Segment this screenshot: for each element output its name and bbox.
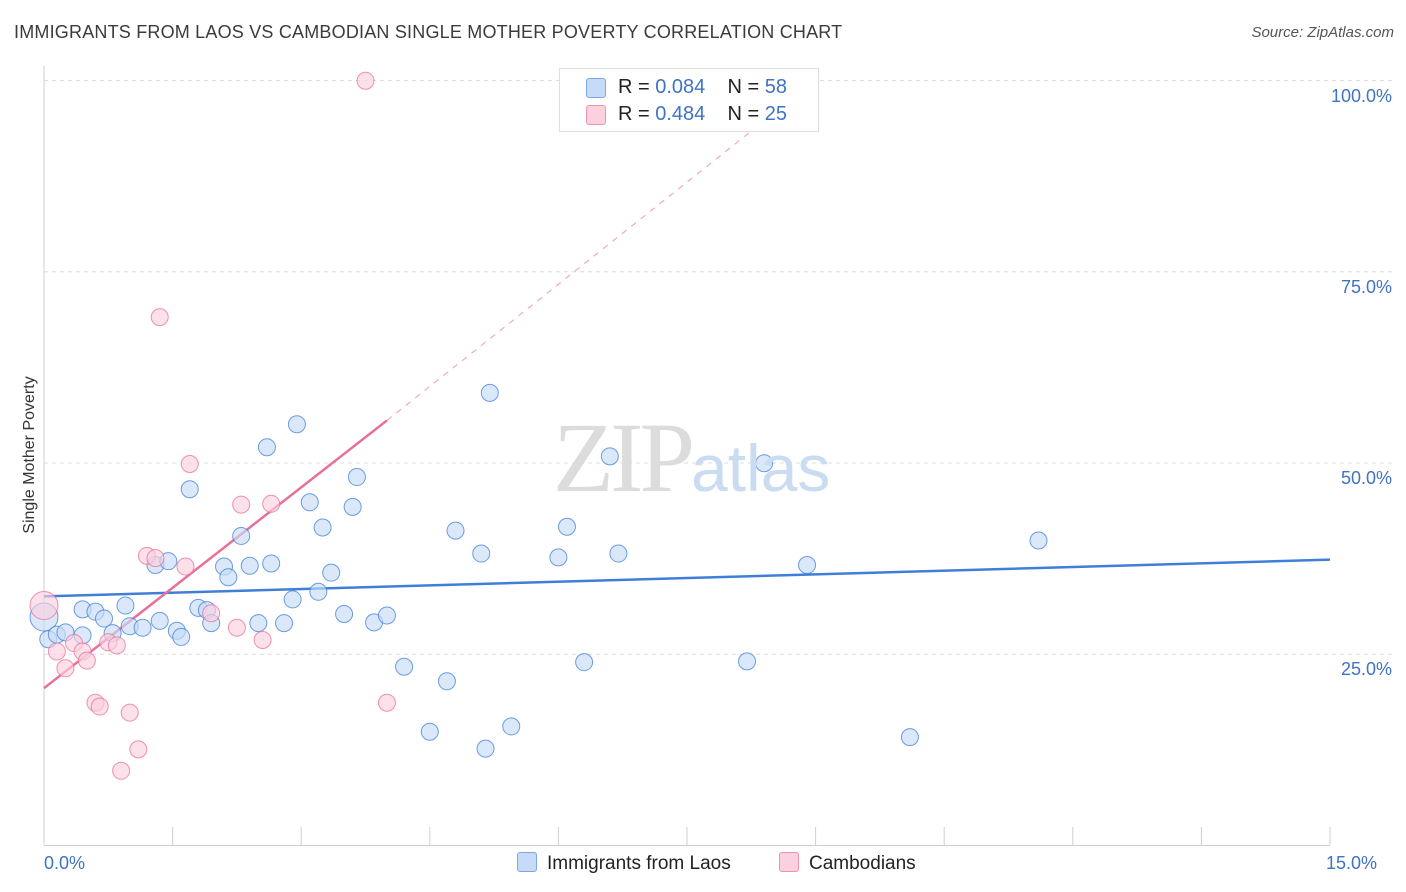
bottom-legend-cambodians: Cambodians (779, 852, 916, 875)
trend-line-laos (43, 558, 1331, 598)
data-point-cambodians (112, 761, 131, 780)
data-point-laos (219, 568, 238, 587)
data-point-laos (798, 556, 817, 575)
trend-line-cambodians (43, 419, 388, 690)
data-point-laos (549, 548, 568, 567)
data-point-laos (502, 717, 521, 736)
legend-swatch-laos (586, 78, 606, 98)
data-point-laos (395, 657, 414, 676)
data-point-cambodians (253, 630, 272, 649)
bottom-legend-laos: Immigrants from Laos (517, 852, 731, 875)
data-point-laos (480, 383, 499, 402)
x-tick-label: 15.0% (1326, 853, 1378, 873)
data-point-cambodians (356, 71, 375, 90)
data-point-laos (575, 653, 594, 672)
y-tick-label: 25.0% (1340, 659, 1392, 679)
data-point-cambodians (120, 703, 139, 722)
data-point-cambodians (56, 659, 75, 678)
data-point-laos (1029, 531, 1048, 550)
data-point-cambodians (232, 495, 251, 514)
data-point-laos (240, 556, 259, 575)
data-point-laos (609, 544, 628, 563)
data-point-laos (257, 438, 276, 457)
data-point-cambodians (202, 604, 221, 623)
data-point-cambodians (77, 651, 96, 670)
trend-lines (43, 79, 1331, 690)
data-point-cambodians (107, 636, 126, 655)
r-value: 0.484 (655, 103, 706, 125)
legend-swatch-laos (517, 852, 537, 872)
data-point-laos (150, 611, 169, 630)
data-point-laos (377, 606, 396, 625)
data-point-laos (275, 614, 294, 633)
data-point-laos (472, 544, 491, 563)
data-point-cambodians (90, 697, 109, 716)
data-point-laos (557, 517, 576, 536)
data-point-laos (180, 480, 199, 499)
data-point-laos (322, 563, 341, 582)
data-point-laos (172, 627, 191, 646)
data-point-laos (446, 521, 465, 540)
legend-swatch-cambodians (586, 105, 606, 125)
data-point-laos (900, 728, 919, 747)
data-point-laos (755, 454, 774, 473)
data-point-laos (313, 518, 332, 537)
axes (43, 66, 1331, 846)
data-point-cambodians (29, 591, 59, 621)
y-tick-label: 75.0% (1340, 277, 1392, 297)
watermark-atlas: atlas (691, 431, 831, 505)
data-point-laos (133, 618, 152, 637)
data-points (29, 71, 1048, 780)
watermark: ZIPatlas (553, 400, 830, 515)
data-point-laos (600, 447, 619, 466)
data-point-cambodians (47, 642, 66, 661)
chart-title: IMMIGRANTS FROM LAOS VS CAMBODIAN SINGLE… (14, 22, 843, 42)
data-point-laos (437, 672, 456, 691)
legend-swatch-cambodians (779, 852, 799, 872)
data-point-laos (343, 497, 362, 516)
stats-legend: R = 0.084 N = 58 R = 0.484 N = 25 (559, 68, 819, 132)
data-point-cambodians (150, 308, 169, 327)
n-value: 25 (764, 103, 788, 125)
y-tick-label: 100.0% (1330, 86, 1392, 106)
x-tick-label: 0.0% (44, 853, 86, 873)
data-point-cambodians (262, 494, 281, 513)
data-point-laos (249, 614, 268, 633)
data-point-laos (283, 590, 302, 609)
data-point-cambodians (146, 549, 165, 568)
data-point-laos (738, 652, 757, 671)
data-point-laos (347, 468, 366, 487)
source-credit: Source: ZipAtlas.com (1251, 24, 1394, 41)
data-point-cambodians (129, 740, 148, 759)
data-point-laos (300, 493, 319, 512)
data-point-laos (116, 596, 135, 615)
trend-extension-cambodians (386, 79, 816, 421)
data-point-cambodians (176, 557, 195, 576)
data-point-laos (335, 604, 354, 623)
data-point-cambodians (227, 618, 246, 637)
data-point-laos (95, 609, 114, 628)
watermark-zip: ZIP (553, 402, 695, 513)
data-point-laos (287, 415, 306, 434)
y-tick-label: 50.0% (1340, 468, 1392, 488)
data-point-laos (476, 739, 495, 758)
data-point-laos (420, 722, 439, 741)
data-point-laos (232, 526, 251, 545)
y-axis-label: Single Mother Poverty (21, 376, 38, 534)
data-point-laos (309, 582, 328, 601)
data-point-laos (262, 554, 281, 573)
data-point-cambodians (180, 455, 199, 474)
data-point-cambodians (377, 693, 396, 712)
r-value: 0.084 (655, 76, 706, 98)
n-value: 58 (764, 76, 788, 98)
